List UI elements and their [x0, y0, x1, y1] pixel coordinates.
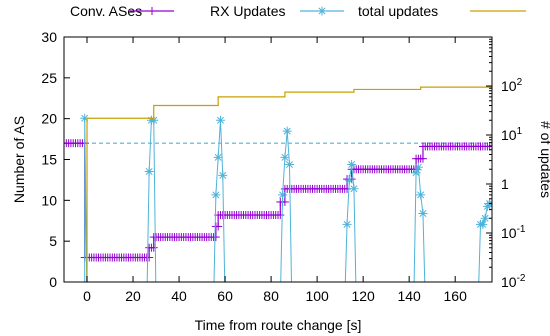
data-point	[144, 166, 154, 176]
y2-tick-base: 10	[501, 78, 517, 94]
y-tick-label: 20	[41, 111, 57, 127]
x-axis-title: Time from route change [s]	[195, 317, 362, 333]
data-point	[149, 243, 158, 252]
data-point	[145, 253, 154, 262]
data-point	[213, 152, 223, 162]
y2-tick-exponent: 1	[517, 126, 523, 137]
marker-d2	[414, 163, 422, 171]
marker-d2	[212, 191, 220, 199]
marker-d2	[279, 191, 287, 199]
y-tick-label: 5	[49, 233, 57, 249]
data-point	[418, 154, 427, 163]
marker-d2	[350, 185, 358, 193]
y-tick-label: 25	[41, 70, 57, 86]
data-point	[211, 233, 220, 242]
y2-tick-base: 1	[501, 176, 509, 192]
y2-tick-base: 10	[501, 127, 517, 143]
marker-d2	[145, 167, 153, 175]
y2-tick-exponent: -1	[517, 224, 526, 235]
y2-tick-exponent: -2	[517, 273, 526, 284]
data-point	[418, 209, 428, 219]
y2-tick-label: 102	[501, 77, 523, 94]
legend-label: RX Updates	[210, 3, 285, 19]
legend-marker	[148, 7, 156, 15]
marker-d2	[345, 176, 353, 184]
marker-d2	[348, 160, 356, 169]
data-point	[276, 211, 285, 220]
x-tick-label: 160	[444, 288, 468, 304]
legend-item-rx-updates: RX Updates	[210, 3, 344, 19]
x-tick-label: 20	[125, 288, 141, 304]
series-line-rx-updates	[84, 118, 492, 282]
y2-tick-base: 10	[501, 225, 517, 241]
y2-minor-ticks	[489, 38, 492, 268]
marker-d2	[214, 153, 222, 161]
marker-d1	[488, 199, 492, 205]
y2-tick-base: 10	[501, 274, 517, 290]
data-point	[211, 190, 221, 200]
series-markers-rx-updates	[80, 113, 492, 229]
y-tick-label: 0	[49, 274, 57, 290]
x-tick-label: 120	[351, 288, 375, 304]
marker-d2	[283, 127, 291, 135]
marker-d2	[343, 220, 351, 228]
y-axis-title: Number of AS	[11, 116, 27, 203]
axes: 0 20 40 60 80 100 120 140 16005101520253010-210-…	[41, 29, 525, 304]
marker-d2	[281, 153, 289, 161]
marker-d2	[150, 116, 158, 124]
y2-tick-label: 101	[501, 126, 523, 143]
data-point	[344, 175, 354, 185]
marker-d2	[488, 202, 492, 208]
y-tick-label: 30	[41, 29, 57, 45]
legend-label: Conv. ASes	[70, 3, 142, 19]
marker-d2	[417, 191, 425, 199]
data-point	[282, 126, 292, 136]
marker-d2	[81, 114, 89, 122]
y2-tick-label: 10-1	[501, 224, 526, 241]
marker-d2	[219, 171, 227, 179]
legend: Conv. ASes RX Updates total updates	[70, 3, 526, 19]
x-tick-label: 80	[263, 288, 279, 304]
data-point	[215, 115, 225, 125]
legend-label: total updates	[358, 3, 438, 19]
x-tick-label: 140	[397, 288, 421, 304]
x-tick-label: 0	[83, 288, 91, 304]
data-point	[413, 162, 423, 172]
series-line-conv-ases	[64, 142, 492, 259]
y2-tick-exponent: 2	[517, 77, 523, 88]
y-tick-label: 15	[41, 152, 57, 168]
marker-d2	[286, 160, 294, 169]
x-tick-label: 60	[217, 288, 233, 304]
marker-d2	[216, 116, 224, 124]
legend-item-conv-ases: Conv. ASes	[70, 3, 174, 19]
series-markers-conv-ases	[64, 139, 492, 262]
data-point	[280, 152, 290, 162]
y2-tick-label: 10-2	[501, 273, 526, 290]
data-point	[218, 170, 228, 180]
legend-marker	[317, 6, 327, 16]
plot-area	[64, 86, 492, 282]
data-point	[285, 160, 295, 170]
y2-tick-label: 1	[501, 176, 509, 192]
data-point	[342, 219, 352, 229]
marker-d2	[481, 214, 489, 222]
legend-item-total-updates: total updates	[358, 3, 526, 19]
x-tick-label: 40	[171, 288, 187, 304]
marker-d2	[318, 7, 326, 15]
x-tick-label: 100	[305, 288, 329, 304]
y-tick-label: 10	[41, 192, 57, 208]
data-point	[349, 184, 359, 194]
data-point	[488, 142, 492, 151]
data-point	[480, 213, 490, 223]
plot-frame	[63, 36, 493, 283]
data-point	[278, 190, 288, 200]
data-point	[416, 190, 426, 200]
y2-axis-title: # of updates	[538, 121, 550, 198]
series-line-total-updates	[86, 86, 492, 282]
data-point	[347, 160, 357, 170]
marker-d2	[419, 209, 427, 218]
